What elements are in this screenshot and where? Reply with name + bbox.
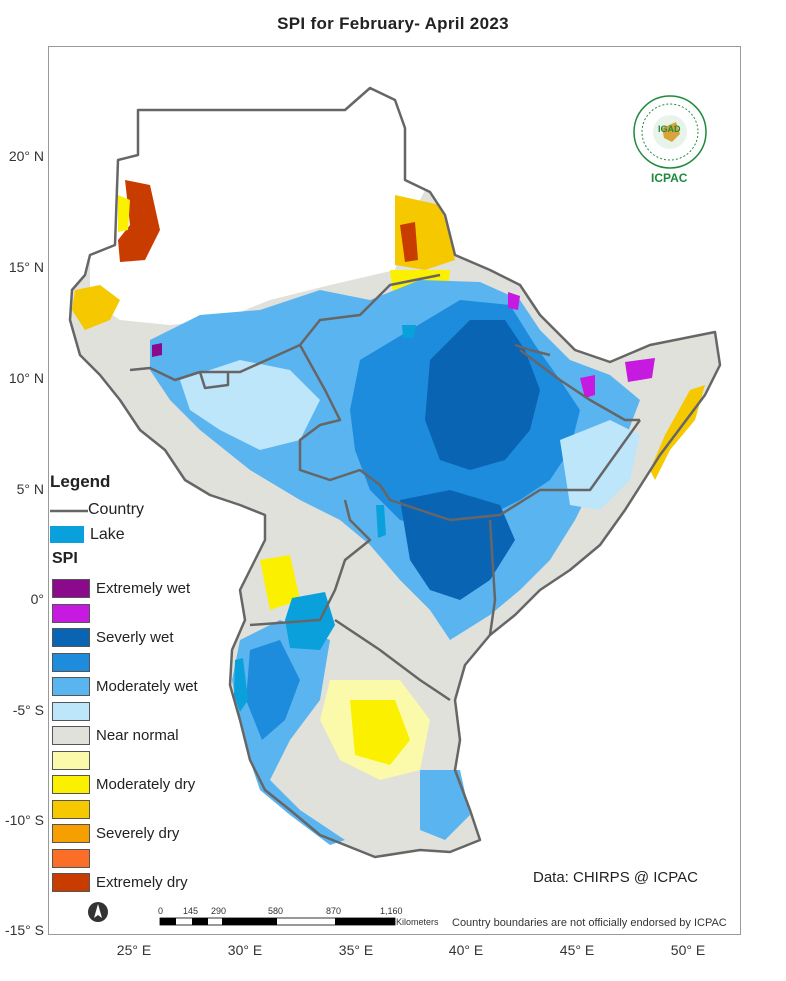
spi-swatch bbox=[52, 848, 90, 868]
region-dry-west bbox=[72, 180, 160, 330]
scale-tick-290: 290 bbox=[211, 906, 227, 916]
lakes bbox=[234, 325, 416, 712]
spi-class-label: Severely dry bbox=[96, 825, 180, 842]
logo-icpac-text: ICPAC bbox=[651, 171, 688, 185]
spi-class-label: Moderately wet bbox=[96, 678, 198, 695]
region-desert bbox=[90, 88, 425, 325]
lake-tanganyika bbox=[234, 658, 248, 712]
spi-swatch bbox=[52, 628, 90, 647]
scale-unit: Kilometers bbox=[396, 917, 439, 927]
scale-tick-870: 870 bbox=[326, 906, 342, 916]
lon-label-25e: 25° E bbox=[116, 942, 152, 958]
spi-swatch bbox=[52, 873, 90, 892]
lon-label-35e: 35° E bbox=[338, 942, 374, 958]
lake-tana bbox=[402, 325, 416, 338]
lat-label-20n: 20° N bbox=[8, 148, 44, 164]
spi-class-label: Moderately dry bbox=[96, 776, 196, 793]
spi-swatch bbox=[52, 579, 90, 598]
spi-swatch bbox=[52, 799, 90, 819]
country-line-swatch bbox=[50, 509, 88, 513]
lat-label-15s: -15° S bbox=[4, 922, 44, 938]
lon-label-45e: 45° E bbox=[559, 942, 595, 958]
lake-swatch bbox=[50, 526, 84, 543]
legend-country-label: Country bbox=[88, 501, 145, 518]
country-boundaries bbox=[68, 86, 722, 859]
lat-label-10n: 10° N bbox=[8, 370, 44, 386]
spi-class-label: Extremely dry bbox=[96, 874, 188, 891]
spi-swatch bbox=[52, 775, 90, 794]
lat-label-10s: -10° S bbox=[4, 812, 44, 828]
data-credit: Data: CHIRPS @ ICPAC bbox=[533, 869, 698, 886]
spi-swatch bbox=[52, 701, 90, 721]
lon-label-40e: 40° E bbox=[448, 942, 484, 958]
lat-label-15n: 15° N bbox=[8, 259, 44, 275]
scale-bar bbox=[159, 917, 396, 926]
logo-igad-text: IGAD bbox=[658, 124, 681, 134]
north-arrow-icon bbox=[88, 902, 108, 922]
map-frame bbox=[48, 46, 741, 935]
region-extremely-wet bbox=[152, 292, 655, 398]
igad-logo bbox=[633, 95, 707, 169]
spi-swatch bbox=[52, 750, 90, 770]
map-title: SPI for February- April 2023 bbox=[277, 14, 509, 33]
legend-lake-label: Lake bbox=[90, 526, 125, 543]
spi-swatch bbox=[52, 726, 90, 745]
lat-label-0: 0° bbox=[30, 591, 44, 607]
region-wet-core bbox=[150, 280, 640, 640]
lon-label-50e: 50° E bbox=[670, 942, 706, 958]
lat-label-5n: 5° N bbox=[16, 481, 44, 497]
spi-swatch bbox=[52, 824, 90, 843]
disclaimer: Country boundaries are not officially en… bbox=[452, 917, 727, 929]
legend-heading: Legend bbox=[50, 472, 111, 491]
scale-tick-1160: 1,160 bbox=[380, 906, 403, 916]
region-south bbox=[232, 555, 470, 845]
spi-heading: SPI bbox=[52, 550, 78, 567]
spi-swatch bbox=[52, 677, 90, 696]
scale-tick-0: 0 bbox=[158, 906, 164, 916]
spi-swatch bbox=[52, 652, 90, 672]
scale-tick-145: 145 bbox=[183, 906, 199, 916]
spi-class-label: Severly wet bbox=[96, 629, 174, 646]
scale-tick-580: 580 bbox=[268, 906, 284, 916]
spi-class-label: Near normal bbox=[96, 727, 179, 744]
lat-label-5s: -5° S bbox=[12, 702, 44, 718]
spi-class-label: Extremely wet bbox=[96, 580, 191, 597]
lake-turkana bbox=[376, 505, 386, 538]
lon-label-30e: 30° E bbox=[227, 942, 263, 958]
spi-swatch bbox=[52, 603, 90, 623]
